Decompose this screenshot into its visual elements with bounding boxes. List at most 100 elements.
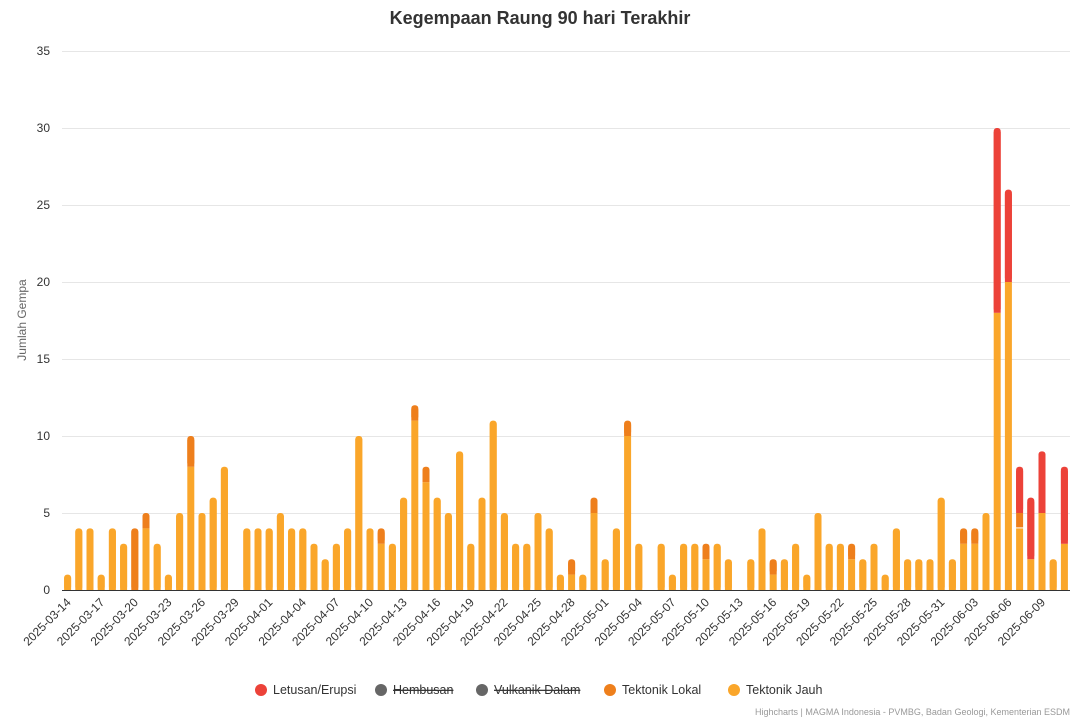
bar-segment-fill — [926, 562, 934, 590]
bar-segment-fill — [836, 546, 844, 590]
credits[interactable]: Highcharts | MAGMA Indonesia - PVMBG, Ba… — [755, 707, 1070, 717]
bar-segment-fill — [366, 531, 374, 590]
bar-tektonik-jauh-2025-04-11[interactable] — [377, 543, 385, 590]
bar-segment-fill — [769, 563, 777, 575]
bar-segment-fill — [422, 470, 430, 483]
bar-tektonik-jauh-2025-05-10[interactable] — [702, 559, 710, 590]
legend-marker-icon — [604, 684, 616, 696]
bar-tektonik-jauh-2025-05-03[interactable] — [624, 436, 632, 590]
bar-tektonik-jauh-2025-06-02[interactable] — [960, 543, 968, 590]
bar-tektonik-jauh-2025-05-16[interactable] — [769, 574, 777, 590]
bar-segment-fill — [982, 516, 990, 590]
bar-segment-fill — [243, 531, 251, 590]
bar-tektonik-jauh-2025-04-30[interactable] — [590, 513, 598, 590]
legend-marker-icon — [375, 684, 387, 696]
bar-segment-fill — [825, 546, 833, 590]
bar-segment-fill — [411, 409, 419, 421]
bar-segment-fill — [523, 546, 531, 590]
bar-segment-fill — [948, 562, 956, 590]
bar-segment-fill — [534, 516, 542, 590]
bar-segment-fill — [478, 500, 486, 590]
bar-tektonik-jauh-2025-04-15[interactable] — [422, 482, 430, 590]
bar-segment-fill — [456, 454, 464, 590]
chart-title: Kegempaan Raung 90 hari Terakhir — [390, 8, 691, 28]
bar-segment-fill — [635, 546, 643, 590]
bar-segment-fill — [176, 516, 184, 590]
y-tick-label: 0 — [43, 583, 50, 597]
bar-segment-fill — [971, 532, 979, 544]
bar-tektonik-lokal-2025-06-07[interactable] — [1016, 513, 1024, 528]
y-tick-label: 30 — [37, 121, 51, 135]
bar-segment-fill — [512, 546, 520, 590]
bar-segment-fill — [321, 562, 329, 590]
bar-segment-fill — [332, 546, 340, 590]
legend-item-letusan-erupsi[interactable]: Letusan/Erupsi — [255, 683, 356, 697]
bar-segment-fill — [612, 531, 620, 590]
bar-segment-fill — [859, 562, 867, 590]
legend-item-vulkanik-dalam[interactable]: Vulkanik Dalam — [476, 683, 580, 697]
legend-label: Letusan/Erupsi — [273, 683, 356, 697]
bar-segment-fill — [848, 547, 856, 560]
y-tick-label: 35 — [37, 44, 51, 58]
bar-segment-fill — [142, 517, 150, 529]
bar-segment-fill — [220, 469, 228, 590]
bar-segment-fill — [758, 531, 766, 590]
bar-segment-fill — [556, 577, 564, 590]
bar-tektonik-jauh-2025-06-11[interactable] — [1060, 543, 1068, 590]
bar-segment-fill — [937, 500, 945, 590]
legend-label: Hembusan — [393, 683, 453, 697]
bar-segment-fill — [377, 532, 385, 544]
bar-segment-fill — [75, 531, 83, 590]
bar-segment-fill — [803, 577, 811, 590]
bar-segment-fill — [198, 516, 206, 590]
bar-tektonik-jauh-2025-06-03[interactable] — [971, 543, 979, 590]
bar-segment-fill — [960, 532, 968, 544]
bar-segment-fill — [400, 500, 408, 590]
bar-segment-fill — [579, 577, 587, 590]
bar-segment-fill — [254, 531, 262, 590]
bar-tektonik-jauh-2025-05-23[interactable] — [848, 559, 856, 590]
legend-item-tektonik-jauh[interactable]: Tektonik Jauh — [728, 683, 822, 697]
bar-segment-fill — [915, 562, 923, 590]
legend-marker-icon — [476, 684, 488, 696]
bar-segment-fill — [1038, 455, 1046, 513]
bar-segment-fill — [355, 439, 363, 590]
x-axis-ticks: 2025-03-142025-03-172025-03-202025-03-23… — [20, 595, 1048, 649]
bar-segment-fill — [265, 531, 273, 590]
bar-tektonik-jauh-2025-04-28[interactable] — [568, 574, 576, 590]
y-tick-label: 20 — [37, 275, 51, 289]
bar-segment-fill — [64, 577, 72, 590]
bar-segment-fill — [153, 546, 161, 590]
bar-segment-fill — [209, 500, 217, 590]
bar-tektonik-jauh-2025-03-21[interactable] — [142, 528, 150, 590]
bar-tektonik-jauh-2025-06-06[interactable] — [1004, 282, 1012, 590]
bar-segment-fill — [131, 531, 139, 590]
bar-segment-fill — [310, 546, 318, 590]
bar-segment-fill — [780, 562, 788, 590]
y-tick-label: 25 — [37, 198, 51, 212]
bar-tektonik-jauh-2025-06-09[interactable] — [1038, 513, 1046, 590]
bar-tektonik-jauh-2025-06-07[interactable] — [1016, 528, 1024, 590]
bar-segment-fill — [276, 516, 284, 590]
bar-tektonik-jauh-2025-04-14[interactable] — [411, 420, 419, 590]
y-tick-label: 15 — [37, 352, 51, 366]
legend-item-hembusan[interactable]: Hembusan — [375, 683, 453, 697]
legend-item-tektonik-lokal[interactable]: Tektonik Lokal — [604, 683, 701, 697]
bar-segment-fill — [489, 423, 497, 590]
bar-segment-fill — [467, 546, 475, 590]
bar-segment-fill — [444, 516, 452, 590]
bar-segment-fill — [724, 562, 732, 590]
legend: Letusan/Erupsi Hembusan Vulkanik Dalam Tekt… — [255, 683, 822, 697]
bar-tektonik-jauh-2025-03-25[interactable] — [187, 466, 195, 590]
bar-segment-fill — [344, 531, 352, 590]
bars — [64, 128, 1068, 590]
bar-segment-fill — [713, 546, 721, 590]
bar-segment-fill — [680, 546, 688, 590]
bar-tektonik-jauh-2025-06-08[interactable] — [1027, 559, 1035, 590]
bar-segment-fill — [500, 516, 508, 590]
bar-segment-fill — [747, 562, 755, 590]
bar-segment-fill — [881, 577, 889, 590]
bar-tektonik-jauh-2025-06-05[interactable] — [993, 312, 1001, 590]
bar-segment-fill — [1016, 470, 1024, 513]
legend-label: Tektonik Lokal — [622, 683, 701, 697]
